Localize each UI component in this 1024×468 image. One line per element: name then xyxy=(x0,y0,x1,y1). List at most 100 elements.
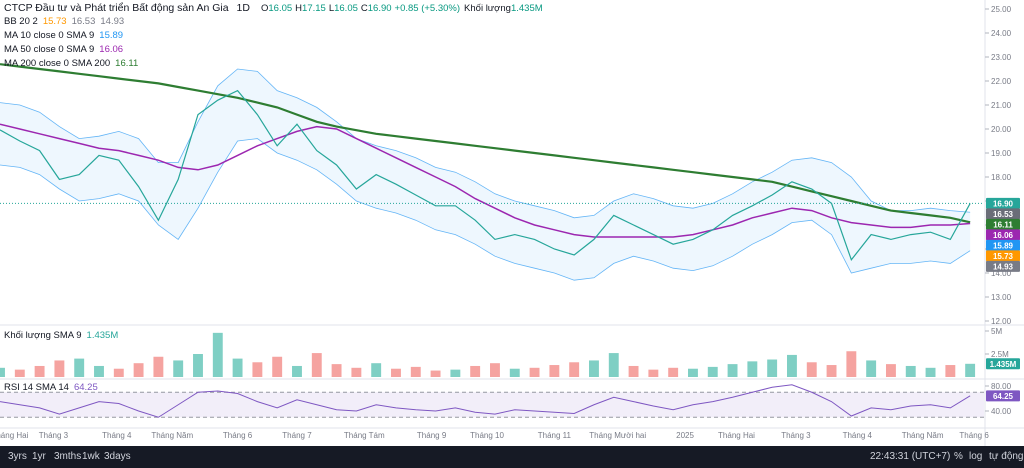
line-series xyxy=(0,384,971,418)
y-tick-label: 2.5M xyxy=(991,350,1009,359)
y-tick-label: 14.00 xyxy=(991,269,1012,278)
volume-bar xyxy=(311,353,322,377)
indicator-value: 15.73 xyxy=(42,16,67,27)
price-badge-label: 14.93 xyxy=(993,262,1014,271)
bottom-toolbar: 3yrs 1yr 3mths 1wk 3days 22:43:31 (UTC+7)% log… xyxy=(0,446,1024,468)
volume-bar xyxy=(905,365,916,377)
price-badge xyxy=(986,218,1020,230)
ohlc-key: L xyxy=(328,3,335,14)
price-badge-label: 64.25 xyxy=(993,392,1014,401)
indicator-value: 16.53 xyxy=(71,16,96,27)
y-tick-label: 25.00 xyxy=(991,5,1012,14)
pane-title: RSI 14 SMA 14 xyxy=(4,382,69,393)
volume-bar xyxy=(232,358,243,377)
indicator-name: MA 50 close 0 SMA 9 xyxy=(4,44,95,55)
ohlc-value: 17.15 xyxy=(302,3,326,14)
change: +0.85 (+5.30%) xyxy=(394,3,461,14)
y-tick-label: 80.00 xyxy=(991,382,1012,391)
x-tick-label: Tháng 10 xyxy=(470,431,504,440)
bollinger-lower xyxy=(0,138,971,281)
volume-bar xyxy=(113,368,124,377)
indicator-value: 16.06 xyxy=(99,44,124,55)
indicator-name: MA 200 close 0 SMA 200 xyxy=(4,58,111,69)
pane-value: 64.25 xyxy=(73,382,98,393)
volume-key: Khối lượng xyxy=(464,3,511,14)
volume-bar xyxy=(14,369,25,377)
volume-bar xyxy=(608,353,619,377)
scale-option[interactable]: log xyxy=(969,451,983,462)
y-tick-label: 21.00 xyxy=(991,101,1012,110)
range-button[interactable]: 3yrs xyxy=(8,451,27,462)
price-badge-label: 1.435M xyxy=(990,360,1017,369)
volume-bar xyxy=(490,363,500,377)
volume-bar xyxy=(806,362,817,377)
volume-bar xyxy=(925,367,936,377)
volume-bar xyxy=(94,365,104,377)
pane-value: 1.435M xyxy=(86,330,119,341)
volume-bar xyxy=(529,367,540,377)
pane-legend: RSI 14 SMA 14 64.25 xyxy=(4,382,98,393)
volume-bar xyxy=(965,363,976,377)
x-tick-label: Tháng 4 xyxy=(843,431,873,440)
price-badge xyxy=(986,239,1020,251)
x-tick-label: Tháng 7 xyxy=(282,431,312,440)
y-tick-label: 40.00 xyxy=(991,407,1012,416)
volume-bar xyxy=(885,364,896,377)
volume-bar xyxy=(173,360,184,377)
range-button[interactable]: 3mths xyxy=(54,451,82,462)
y-tick-label: 19.00 xyxy=(991,149,1012,158)
x-tick-label: Tháng 4 xyxy=(102,431,132,440)
y-tick-label: 12.00 xyxy=(991,317,1012,326)
scale-option[interactable]: % xyxy=(954,451,963,462)
indicator-value: 16.11 xyxy=(115,58,139,69)
scale-option[interactable]: tự động xyxy=(989,451,1024,462)
price-badge-label: 16.11 xyxy=(993,220,1013,229)
header: CTCP Đầu tư và Phát triển Bất động sản A… xyxy=(4,2,543,14)
volume-bar xyxy=(549,365,560,377)
volume-bar xyxy=(252,362,263,377)
price-badge-label: 16.06 xyxy=(993,231,1014,240)
volume-bar xyxy=(212,332,223,377)
y-tick-label: 24.00 xyxy=(991,29,1012,38)
price-badge xyxy=(986,197,1020,209)
volume-bar xyxy=(866,360,877,377)
pane-title: Khối lượng SMA 9 xyxy=(4,330,82,341)
volume-bar xyxy=(153,356,164,377)
range-button[interactable]: 1wk xyxy=(82,451,100,462)
price-badge-label: 16.90 xyxy=(993,199,1014,208)
x-tick-label: Tháng Mười hai xyxy=(589,431,646,440)
clock: 22:43:31 (UTC+7) xyxy=(870,451,951,462)
bollinger-fill xyxy=(0,69,971,281)
volume-bar xyxy=(430,370,441,377)
ohlc-key: O xyxy=(260,3,269,14)
volume-bar xyxy=(371,363,382,377)
indicator-legend: BB 20 2 15.73 16.53 14.93 xyxy=(4,16,124,27)
volume-bar xyxy=(707,366,718,377)
price-badge xyxy=(986,260,1020,272)
indicator-legend: MA 50 close 0 SMA 9 16.06 xyxy=(4,44,123,55)
pane-legend: Khối lượng SMA 9 1.435M xyxy=(4,330,118,341)
x-tick-label: Tháng 11 xyxy=(538,431,572,440)
y-tick-label: 20.00 xyxy=(991,125,1012,134)
volume-bar xyxy=(133,363,144,377)
volume-bar xyxy=(569,362,580,377)
y-tick-label: 5M xyxy=(991,327,1002,336)
volume-bar xyxy=(945,365,956,377)
x-tick-label: Tháng 3 xyxy=(781,431,811,440)
ohlc-key: C xyxy=(360,3,368,14)
volume-bar xyxy=(846,351,857,377)
range-button[interactable]: 1yr xyxy=(32,451,46,462)
price-badge-label: 16.53 xyxy=(993,210,1014,219)
volume-bar xyxy=(470,365,481,377)
ohlc-value: 16.90 xyxy=(367,3,392,14)
bollinger-upper xyxy=(0,68,971,219)
x-tick-label: Tháng 6 xyxy=(959,431,989,440)
y-tick-label: 18.00 xyxy=(991,173,1012,182)
indicator-name: MA 10 close 0 SMA 9 xyxy=(4,30,95,41)
indicator-legend: MA 200 close 0 SMA 200 16.11 xyxy=(4,58,138,69)
range-button[interactable]: 3days xyxy=(104,451,131,462)
volume-bar xyxy=(509,368,520,377)
price-badge xyxy=(986,208,1020,220)
volume-bar xyxy=(727,364,738,377)
volume-bar xyxy=(193,354,203,377)
